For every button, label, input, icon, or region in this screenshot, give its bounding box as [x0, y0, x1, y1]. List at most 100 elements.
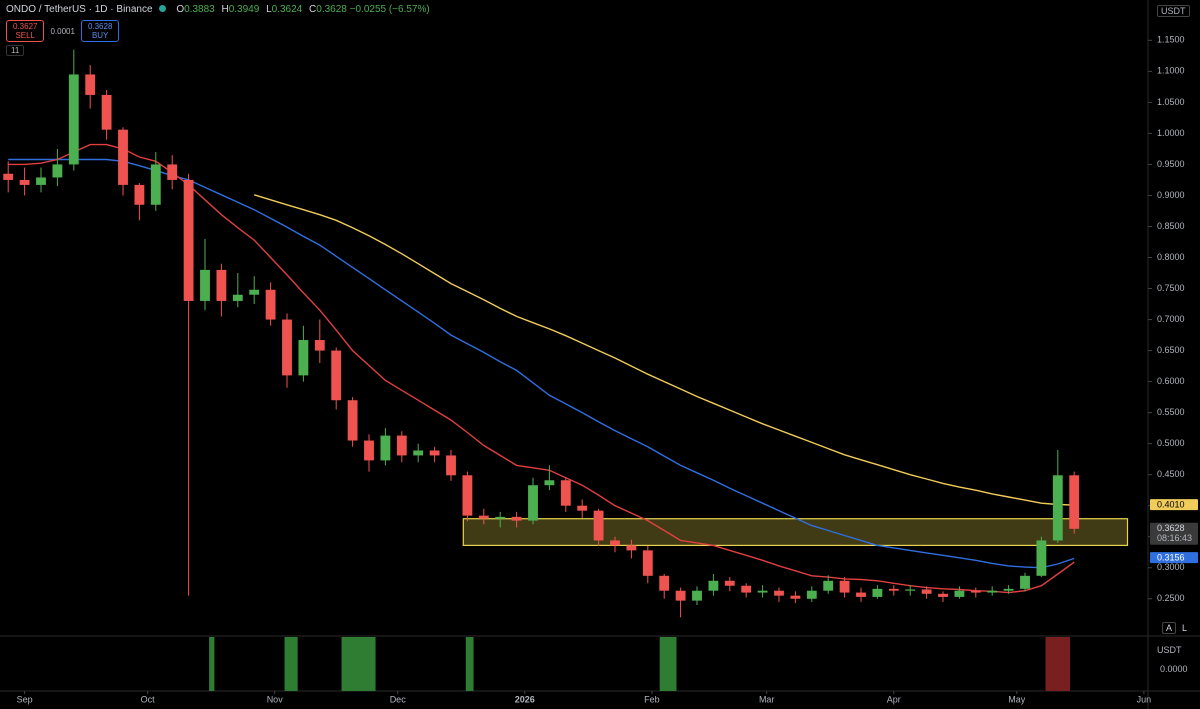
currency[interactable]: USDT: [1157, 5, 1190, 17]
candle-body: [364, 440, 374, 461]
signal-bar: [341, 637, 376, 691]
candle-body: [774, 590, 784, 596]
candle-body: [200, 269, 210, 301]
candle-body: [856, 592, 866, 597]
buy-button[interactable]: 0.3628 BUY: [80, 20, 120, 42]
candle-body: [347, 400, 358, 441]
ohlc-value: 0.3949: [228, 4, 260, 15]
x-tick-label: 2026: [515, 694, 535, 704]
candle-body: [692, 590, 702, 601]
candle-body: [396, 435, 407, 456]
candle-body: [380, 435, 391, 461]
x-tick-label: Mar: [759, 694, 775, 704]
candle-body: [872, 588, 883, 597]
candle-body: [101, 94, 112, 130]
ohlc-value: 0.3624: [271, 4, 303, 15]
candle-body: [905, 589, 916, 591]
signal-bar: [465, 637, 474, 691]
candle-body: [560, 480, 571, 506]
candle-body: [314, 340, 325, 351]
header: ONDO / TetherUS · 1D · Binance O0.3883 H…: [6, 4, 430, 15]
candle-body: [757, 590, 768, 593]
price-tag: [1150, 522, 1198, 545]
candle-body: [1003, 588, 1014, 591]
y-tick-label: 1.1000: [1157, 66, 1185, 76]
y-tick-label: 1.1500: [1157, 35, 1185, 45]
x-tick-label: Sep: [17, 694, 33, 704]
y-tick-label: 0.5000: [1157, 438, 1185, 448]
candle-body: [724, 580, 735, 586]
y-tick-label: 0.8000: [1157, 252, 1185, 262]
candle-body: [806, 590, 817, 599]
buy-label: BUY: [91, 31, 109, 40]
ma-line: [253, 194, 1075, 506]
candle-body: [1020, 575, 1030, 589]
y-tick-label: 0.6500: [1157, 345, 1185, 355]
candle-body: [3, 173, 14, 180]
candle-body: [626, 545, 637, 551]
candle-body: [167, 164, 178, 180]
candle-body: [19, 179, 30, 185]
indicator-toggle[interactable]: 11: [6, 45, 25, 56]
price-tag-label: 0.4010: [1157, 499, 1185, 509]
x-tick-label: Dec: [390, 694, 407, 704]
symbol[interactable]: ONDO / TetherUS · 1D · Binance: [6, 4, 153, 15]
spread: 0.0001: [50, 26, 75, 36]
signal-bar: [284, 637, 298, 691]
price-tag-countdown: 08:16:43: [1157, 533, 1192, 543]
zone: [462, 518, 1129, 547]
signal-bar: [209, 637, 215, 691]
x-tick-label: Nov: [267, 694, 284, 704]
y-tick-label: 1.0500: [1157, 97, 1185, 107]
y-tick-label: 0.3000: [1157, 562, 1185, 572]
ohlc-key: O: [176, 4, 185, 15]
candle-body: [921, 589, 932, 594]
candle-body: [478, 515, 489, 519]
candle-body: [52, 164, 63, 178]
lower-value: 0.0000: [1160, 664, 1188, 674]
sell-label: SELL: [15, 31, 36, 40]
candle-body: [36, 177, 46, 185]
candle-body: [741, 585, 752, 593]
trade-panel: 0.3627 SELL 0.0001 0.3628 BUY: [6, 20, 120, 42]
x-tick-label: Feb: [644, 694, 660, 704]
ohlc-key: L: [266, 4, 272, 15]
x-tick-label: Jun: [1137, 694, 1152, 704]
sell-button[interactable]: 0.3627 SELL: [6, 20, 45, 42]
candle-body: [216, 269, 227, 301]
status-dot: [158, 5, 166, 12]
x-tick-label: May: [1008, 694, 1026, 704]
candle-body: [1052, 475, 1063, 541]
ma-line: [8, 158, 1075, 569]
auto-scale[interactable]: A: [1162, 622, 1177, 634]
change: −0.0255 (−6.57%): [349, 4, 430, 15]
candle-body: [1069, 475, 1080, 529]
price-tag-label: 0.3156: [1157, 552, 1185, 562]
price-tag: [1150, 499, 1198, 511]
candle-body: [610, 540, 620, 546]
candle-body: [413, 450, 424, 456]
y-tick-label: 0.4500: [1157, 469, 1185, 479]
y-tick-label: 0.2500: [1157, 593, 1185, 603]
y-tick-label: 0.9000: [1157, 190, 1185, 200]
x-tick-label: Apr: [887, 694, 901, 704]
candle-body: [446, 455, 456, 476]
candle-body: [265, 289, 276, 320]
candle-body: [675, 590, 686, 601]
candle-body: [68, 74, 79, 165]
candle-body: [790, 595, 801, 599]
y-tick-label: 0.6000: [1157, 376, 1185, 386]
y-tick-label: 0.7000: [1157, 314, 1185, 324]
log-scale[interactable]: L: [1182, 623, 1188, 633]
candle-body: [118, 129, 128, 185]
candle-body: [593, 510, 604, 541]
candle-body: [85, 74, 96, 95]
candle-body: [134, 184, 145, 205]
candle-body: [249, 289, 260, 295]
candle-body: [462, 475, 473, 516]
signal-bar: [659, 637, 677, 691]
y-tick-label: 1.0000: [1157, 128, 1185, 138]
price-tag-label: 0.3628: [1157, 523, 1185, 533]
candle-body: [331, 350, 342, 401]
